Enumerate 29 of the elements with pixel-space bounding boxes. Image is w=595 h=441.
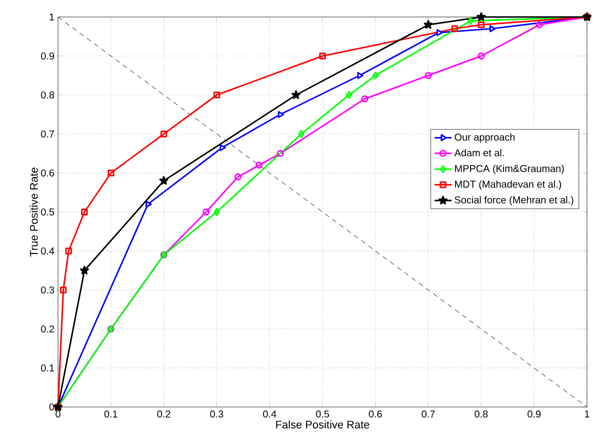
x-tick-label: 0 (56, 410, 60, 418)
y-tick-label: 0.6 (41, 169, 54, 177)
x-tick-label: 0.2 (157, 410, 170, 418)
y-tick-label: 0.4 (41, 247, 54, 255)
y-tick-label: 0.8 (41, 91, 54, 99)
legend-label: MPPCA (Kim&Grauman) (455, 164, 564, 174)
y-tick-label: 0.2 (41, 325, 54, 333)
y-tick-label: 0 (49, 403, 54, 411)
legend-label: Social force (Mehran et al.) (454, 196, 574, 206)
y-tick-label: 0.5 (41, 208, 54, 216)
legend-label: Adam et al. (454, 149, 504, 156)
x-tick-label: 0.8 (474, 410, 488, 418)
y-tick-label: 0.3 (41, 286, 54, 294)
legend-label: Our approach (454, 133, 515, 143)
x-axis-title: False Positive Rate (276, 420, 370, 428)
x-tick-label: 0.4 (263, 410, 276, 418)
x-tick-label: 1 (585, 410, 590, 418)
y-tick-label: 0.7 (41, 130, 54, 138)
x-tick-label: 0.3 (210, 410, 224, 418)
legend-label: MDT (Mahadevan et al.) (455, 180, 562, 190)
y-tick-label: 0.1 (41, 364, 54, 372)
x-tick-label: 0.9 (528, 410, 541, 418)
x-tick-label: 0.5 (316, 410, 330, 418)
x-tick-label: 0.6 (368, 410, 382, 418)
y-tick-label: 1 (50, 14, 54, 20)
y-tick-label: 0.9 (41, 52, 54, 60)
x-tick-label: 0.1 (104, 410, 118, 418)
x-tick-label: 0.7 (422, 410, 435, 418)
y-axis-title: True Positive Rate (30, 168, 38, 257)
